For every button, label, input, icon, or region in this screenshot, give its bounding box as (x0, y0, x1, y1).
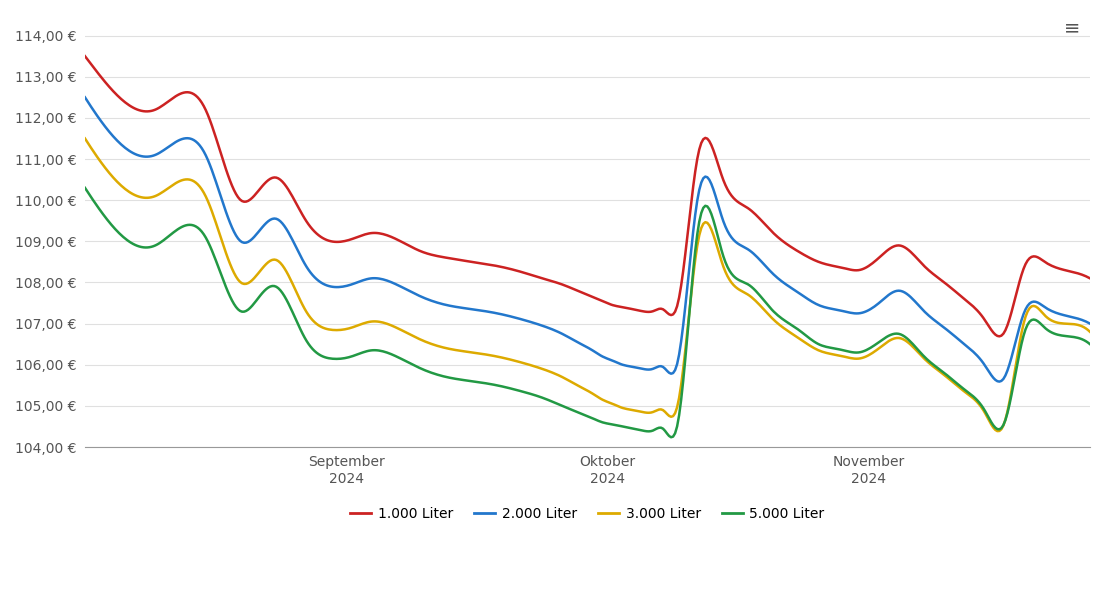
3.000 Liter (622, 406, 635, 413)
1.000 Liter (902, 247, 915, 254)
1.000 Liter (676, 268, 690, 275)
2.000 Liter (622, 362, 635, 370)
Legend: 1.000 Liter, 2.000 Liter, 3.000 Liter, 5.000 Liter: 1.000 Liter, 2.000 Liter, 3.000 Liter, 5… (345, 501, 830, 527)
1.000 Liter (622, 305, 635, 312)
3.000 Liter (561, 377, 575, 384)
1.000 Liter (556, 281, 569, 288)
5.000 Liter (622, 424, 635, 432)
3.000 Liter (991, 427, 1004, 435)
5.000 Liter (556, 402, 569, 409)
3.000 Liter (1083, 328, 1096, 335)
5.000 Liter (1061, 333, 1074, 340)
1.000 Liter (992, 333, 1006, 340)
3.000 Liter (1061, 320, 1074, 327)
5.000 Liter (664, 433, 677, 441)
3.000 Liter (78, 135, 92, 142)
5.000 Liter (561, 405, 575, 412)
Line: 2.000 Liter: 2.000 Liter (85, 98, 1090, 382)
5.000 Liter (1083, 341, 1096, 348)
Line: 1.000 Liter: 1.000 Liter (85, 56, 1090, 337)
2.000 Liter (676, 322, 690, 329)
5.000 Liter (678, 356, 692, 364)
2.000 Liter (561, 334, 575, 341)
2.000 Liter (556, 330, 569, 338)
5.000 Liter (904, 338, 917, 346)
2.000 Liter (78, 94, 92, 101)
5.000 Liter (78, 184, 92, 191)
3.000 Liter (902, 340, 915, 347)
Text: ≡: ≡ (1064, 18, 1081, 37)
2.000 Liter (902, 292, 915, 299)
1.000 Liter (78, 52, 92, 60)
3.000 Liter (556, 373, 569, 380)
Line: 5.000 Liter: 5.000 Liter (85, 188, 1090, 437)
Line: 3.000 Liter: 3.000 Liter (85, 138, 1090, 431)
1.000 Liter (561, 284, 575, 291)
2.000 Liter (1061, 312, 1074, 320)
2.000 Liter (992, 378, 1006, 385)
1.000 Liter (1083, 275, 1096, 282)
1.000 Liter (1061, 267, 1074, 275)
3.000 Liter (676, 365, 690, 373)
2.000 Liter (1083, 320, 1096, 327)
